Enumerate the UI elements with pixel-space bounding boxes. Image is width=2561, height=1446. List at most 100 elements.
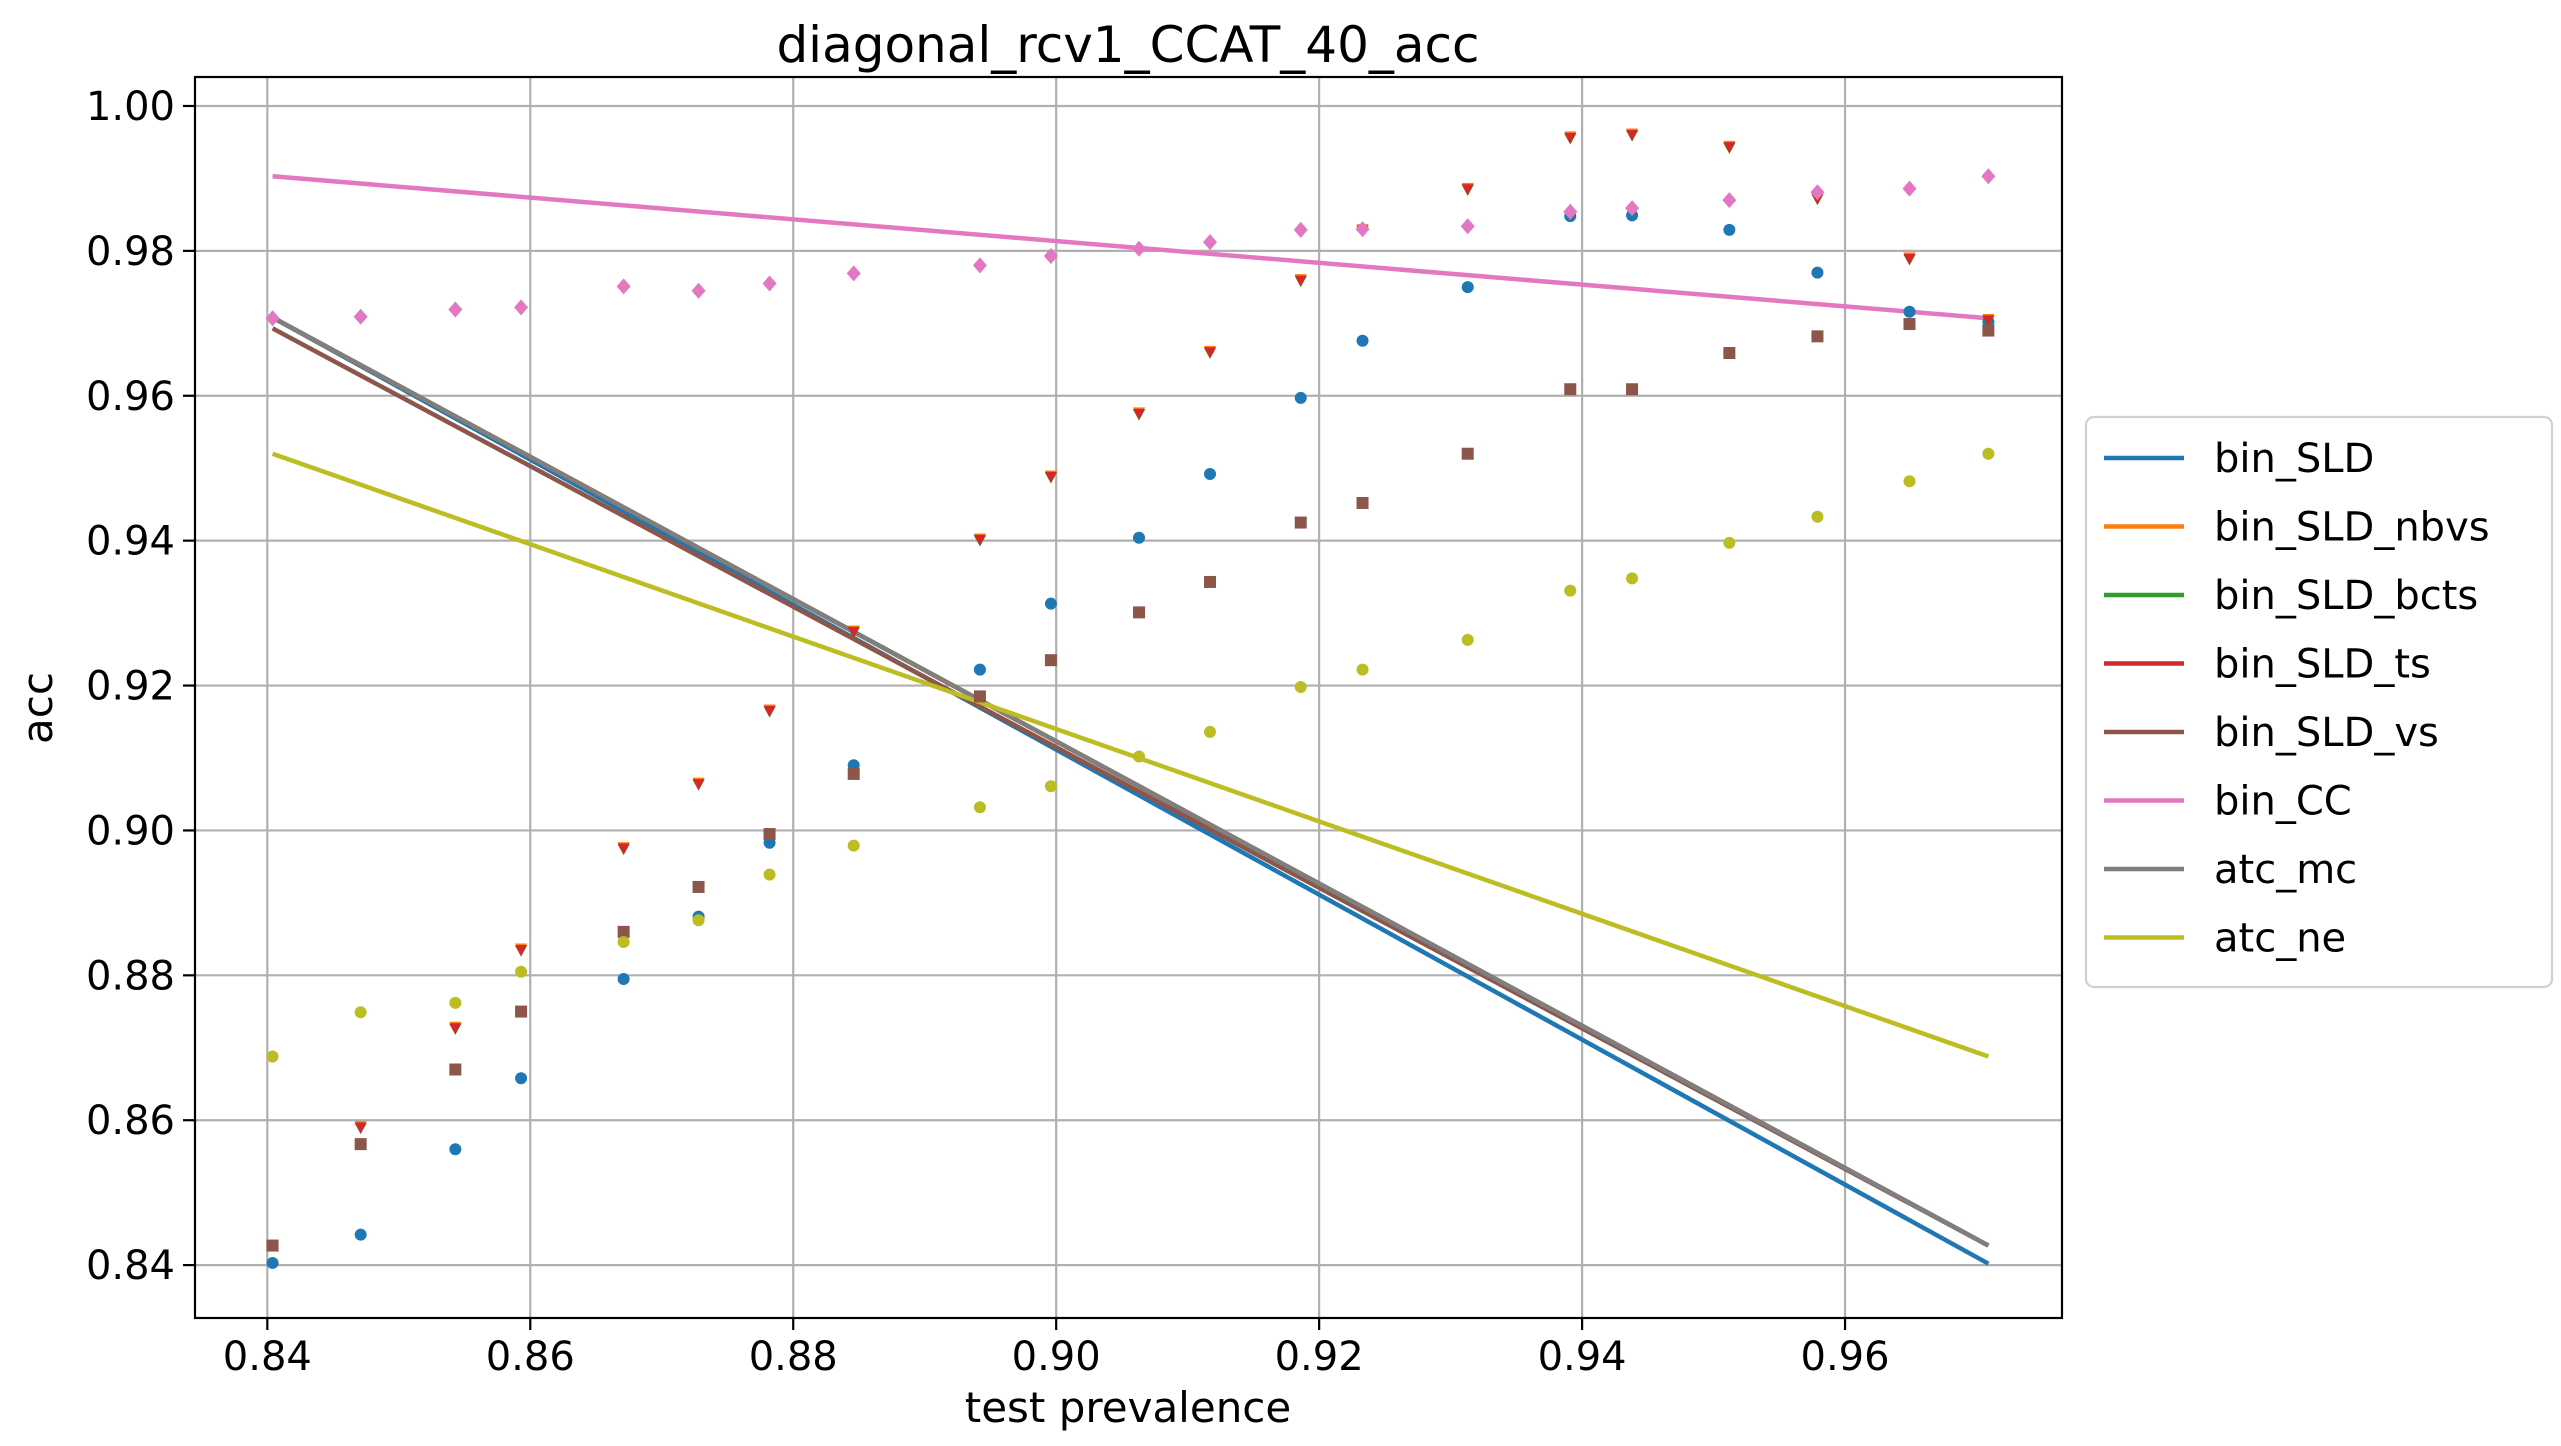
- data-point-bin-cc: [1355, 221, 1370, 238]
- data-point-atc-ne: [1356, 663, 1369, 676]
- data-point-bin-sld-ts: [1461, 184, 1474, 196]
- data-point-atc-ne: [1204, 725, 1217, 738]
- series-lines: [271, 174, 1990, 1266]
- data-point-atc-ne: [354, 1006, 367, 1019]
- data-point-bin-sld-vs: [1723, 347, 1736, 360]
- x-tick-label: 0.86: [486, 1334, 575, 1380]
- data-point-bin-cc: [514, 299, 529, 316]
- data-point-bin-cc: [1132, 240, 1147, 257]
- data-point-bin-sld-vs: [763, 828, 776, 841]
- data-point-bin-cc: [448, 301, 463, 318]
- data-point-atc-ne: [692, 914, 705, 927]
- data-point-atc-ne: [449, 996, 462, 1009]
- data-point-bin-sld-vs: [1461, 447, 1474, 460]
- y-tick-label: 0.98: [86, 229, 175, 275]
- data-point-bin-sld-vs: [515, 1005, 528, 1018]
- legend-label-bin-sld-nbvs: bin_SLD_nbvs: [2214, 505, 2490, 551]
- data-point-bin-sld-ts: [449, 1023, 462, 1035]
- data-point-bin-sld-vs: [1044, 654, 1057, 667]
- data-point-atc-ne: [973, 801, 986, 814]
- data-point-bin-sld-ts: [617, 843, 630, 855]
- data-point-bin-sld-ts: [763, 705, 776, 717]
- plot-frame: [193, 75, 2064, 1320]
- data-point-bin-cc: [846, 265, 861, 282]
- data-point-bin-sld: [1903, 305, 1916, 318]
- series-line-bin-cc: [272, 174, 1989, 321]
- data-point-bin-sld-vs: [847, 767, 860, 780]
- x-tick-label: 0.90: [1012, 1334, 1101, 1380]
- data-point-bin-sld-ts: [1044, 471, 1057, 483]
- data-point-bin-sld-ts: [1133, 408, 1146, 420]
- data-point-bin-sld-vs: [1294, 516, 1307, 529]
- x-tick-label: 0.96: [1801, 1334, 1890, 1380]
- data-point-bin-sld-ts: [1204, 347, 1217, 359]
- data-point-bin-sld-ts: [1982, 315, 1995, 327]
- series-markers: [265, 128, 1996, 1269]
- data-point-bin-cc: [1203, 234, 1218, 251]
- data-point-bin-sld-vs: [973, 690, 986, 703]
- legend-box: [2084, 415, 2554, 989]
- data-point-atc-ne: [1626, 572, 1639, 585]
- data-point-bin-sld: [1133, 531, 1146, 544]
- data-point-bin-sld: [449, 1143, 462, 1156]
- y-axis-label: acc: [13, 672, 62, 744]
- data-point-bin-sld: [266, 1256, 279, 1269]
- y-tick-label: 0.94: [86, 519, 175, 565]
- data-point-bin-sld-vs: [617, 925, 630, 938]
- series-line-atc-ne: [271, 451, 1990, 1059]
- data-point-bin-sld: [1723, 223, 1736, 236]
- data-point-bin-sld: [1356, 334, 1369, 347]
- data-point-bin-cc: [265, 310, 280, 327]
- data-point-bin-cc: [1460, 218, 1475, 235]
- data-point-bin-cc: [1043, 247, 1058, 264]
- data-point-bin-sld-vs: [1133, 606, 1146, 619]
- data-point-bin-sld-ts: [1564, 132, 1577, 144]
- data-point-atc-ne: [1723, 536, 1736, 549]
- data-point-bin-cc: [1981, 168, 1996, 185]
- legend-label-bin-sld: bin_SLD: [2214, 436, 2374, 482]
- data-point-bin-sld-ts: [1626, 129, 1639, 141]
- y-tick-label: 0.86: [86, 1098, 175, 1144]
- data-point-bin-sld-vs: [1564, 383, 1577, 396]
- y-tick-label: 0.90: [86, 808, 175, 854]
- data-point-atc-ne: [1982, 447, 1995, 460]
- legend-label-bin-sld-ts: bin_SLD_ts: [2214, 642, 2431, 688]
- data-point-bin-cc: [972, 257, 987, 274]
- legend-label-atc-ne: atc_ne: [2214, 916, 2346, 962]
- data-point-bin-sld-ts: [1294, 275, 1307, 287]
- legend-label-atc-mc: atc_mc: [2214, 847, 2357, 893]
- data-point-bin-cc: [1293, 221, 1308, 238]
- y-tick-label: 0.96: [86, 374, 175, 420]
- data-point-bin-sld-vs: [449, 1063, 462, 1076]
- y-tick-label: 0.92: [86, 664, 175, 710]
- y-axis-ticks: 0.84 0.86 0.88 0.90 0.92 0.94 0.96 0.98 1.00: [86, 84, 195, 1289]
- data-point-bin-sld-vs: [1982, 324, 1995, 337]
- series-line-atc-mc: [271, 315, 1990, 1248]
- data-point-bin-sld-vs: [354, 1138, 367, 1151]
- data-point-bin-sld-ts: [692, 779, 705, 791]
- series-line-bin-sld: [271, 315, 1990, 1266]
- data-point-atc-ne: [1133, 750, 1146, 763]
- data-point-bin-cc: [1810, 184, 1825, 201]
- data-point-bin-cc: [762, 275, 777, 292]
- data-point-bin-sld: [1811, 266, 1824, 279]
- data-point-bin-sld: [617, 972, 630, 985]
- data-point-bin-sld-vs: [1626, 383, 1639, 396]
- data-point-atc-ne: [763, 868, 776, 881]
- data-point-bin-sld: [1204, 468, 1217, 481]
- x-tick-label: 0.94: [1538, 1334, 1627, 1380]
- legend-label-bin-sld-vs: bin_SLD_vs: [2214, 710, 2439, 756]
- data-point-bin-sld-vs: [1356, 496, 1369, 509]
- y-tick-label: 0.88: [86, 953, 175, 999]
- x-axis-ticks: 0.84 0.86 0.88 0.90 0.92 0.94 0.96: [223, 1318, 1890, 1380]
- data-point-bin-cc: [1902, 180, 1917, 197]
- data-point-bin-sld: [1461, 281, 1474, 294]
- data-point-bin-sld-vs: [266, 1239, 279, 1252]
- data-point-bin-sld-ts: [515, 944, 528, 956]
- data-point-bin-sld: [973, 663, 986, 676]
- legend: bin_SLD bin_SLD_nbvs bin_SLD_bcts bin_SLD_t…: [2084, 415, 2554, 989]
- data-point-atc-ne: [1294, 680, 1307, 693]
- data-point-atc-ne: [266, 1050, 279, 1063]
- data-point-bin-sld-vs: [1204, 575, 1217, 588]
